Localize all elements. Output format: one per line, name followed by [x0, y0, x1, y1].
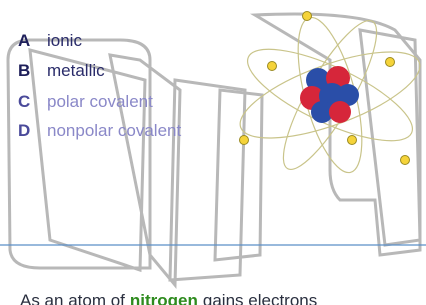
- option-letter[interactable]: D: [18, 121, 30, 140]
- option-letter[interactable]: C: [18, 92, 30, 111]
- question-before: As an atom of: [20, 291, 125, 305]
- question-text: As an atom of nitrogen gains electrons: [20, 291, 317, 305]
- option-letter[interactable]: A: [18, 31, 30, 50]
- option-text[interactable]: metallic: [47, 61, 105, 80]
- option-text[interactable]: nonpolar covalent: [47, 121, 181, 140]
- question-after: gains electrons: [203, 291, 317, 305]
- option-text[interactable]: ionic: [47, 31, 82, 50]
- question-keyword: nitrogen: [130, 291, 198, 305]
- option-letter[interactable]: B: [18, 61, 30, 80]
- decor-outlines: [8, 14, 420, 285]
- screen: Aionic Bmetallic Cpolar covalent Dnonpolar …: [0, 0, 426, 305]
- option-text[interactable]: polar covalent: [47, 92, 153, 111]
